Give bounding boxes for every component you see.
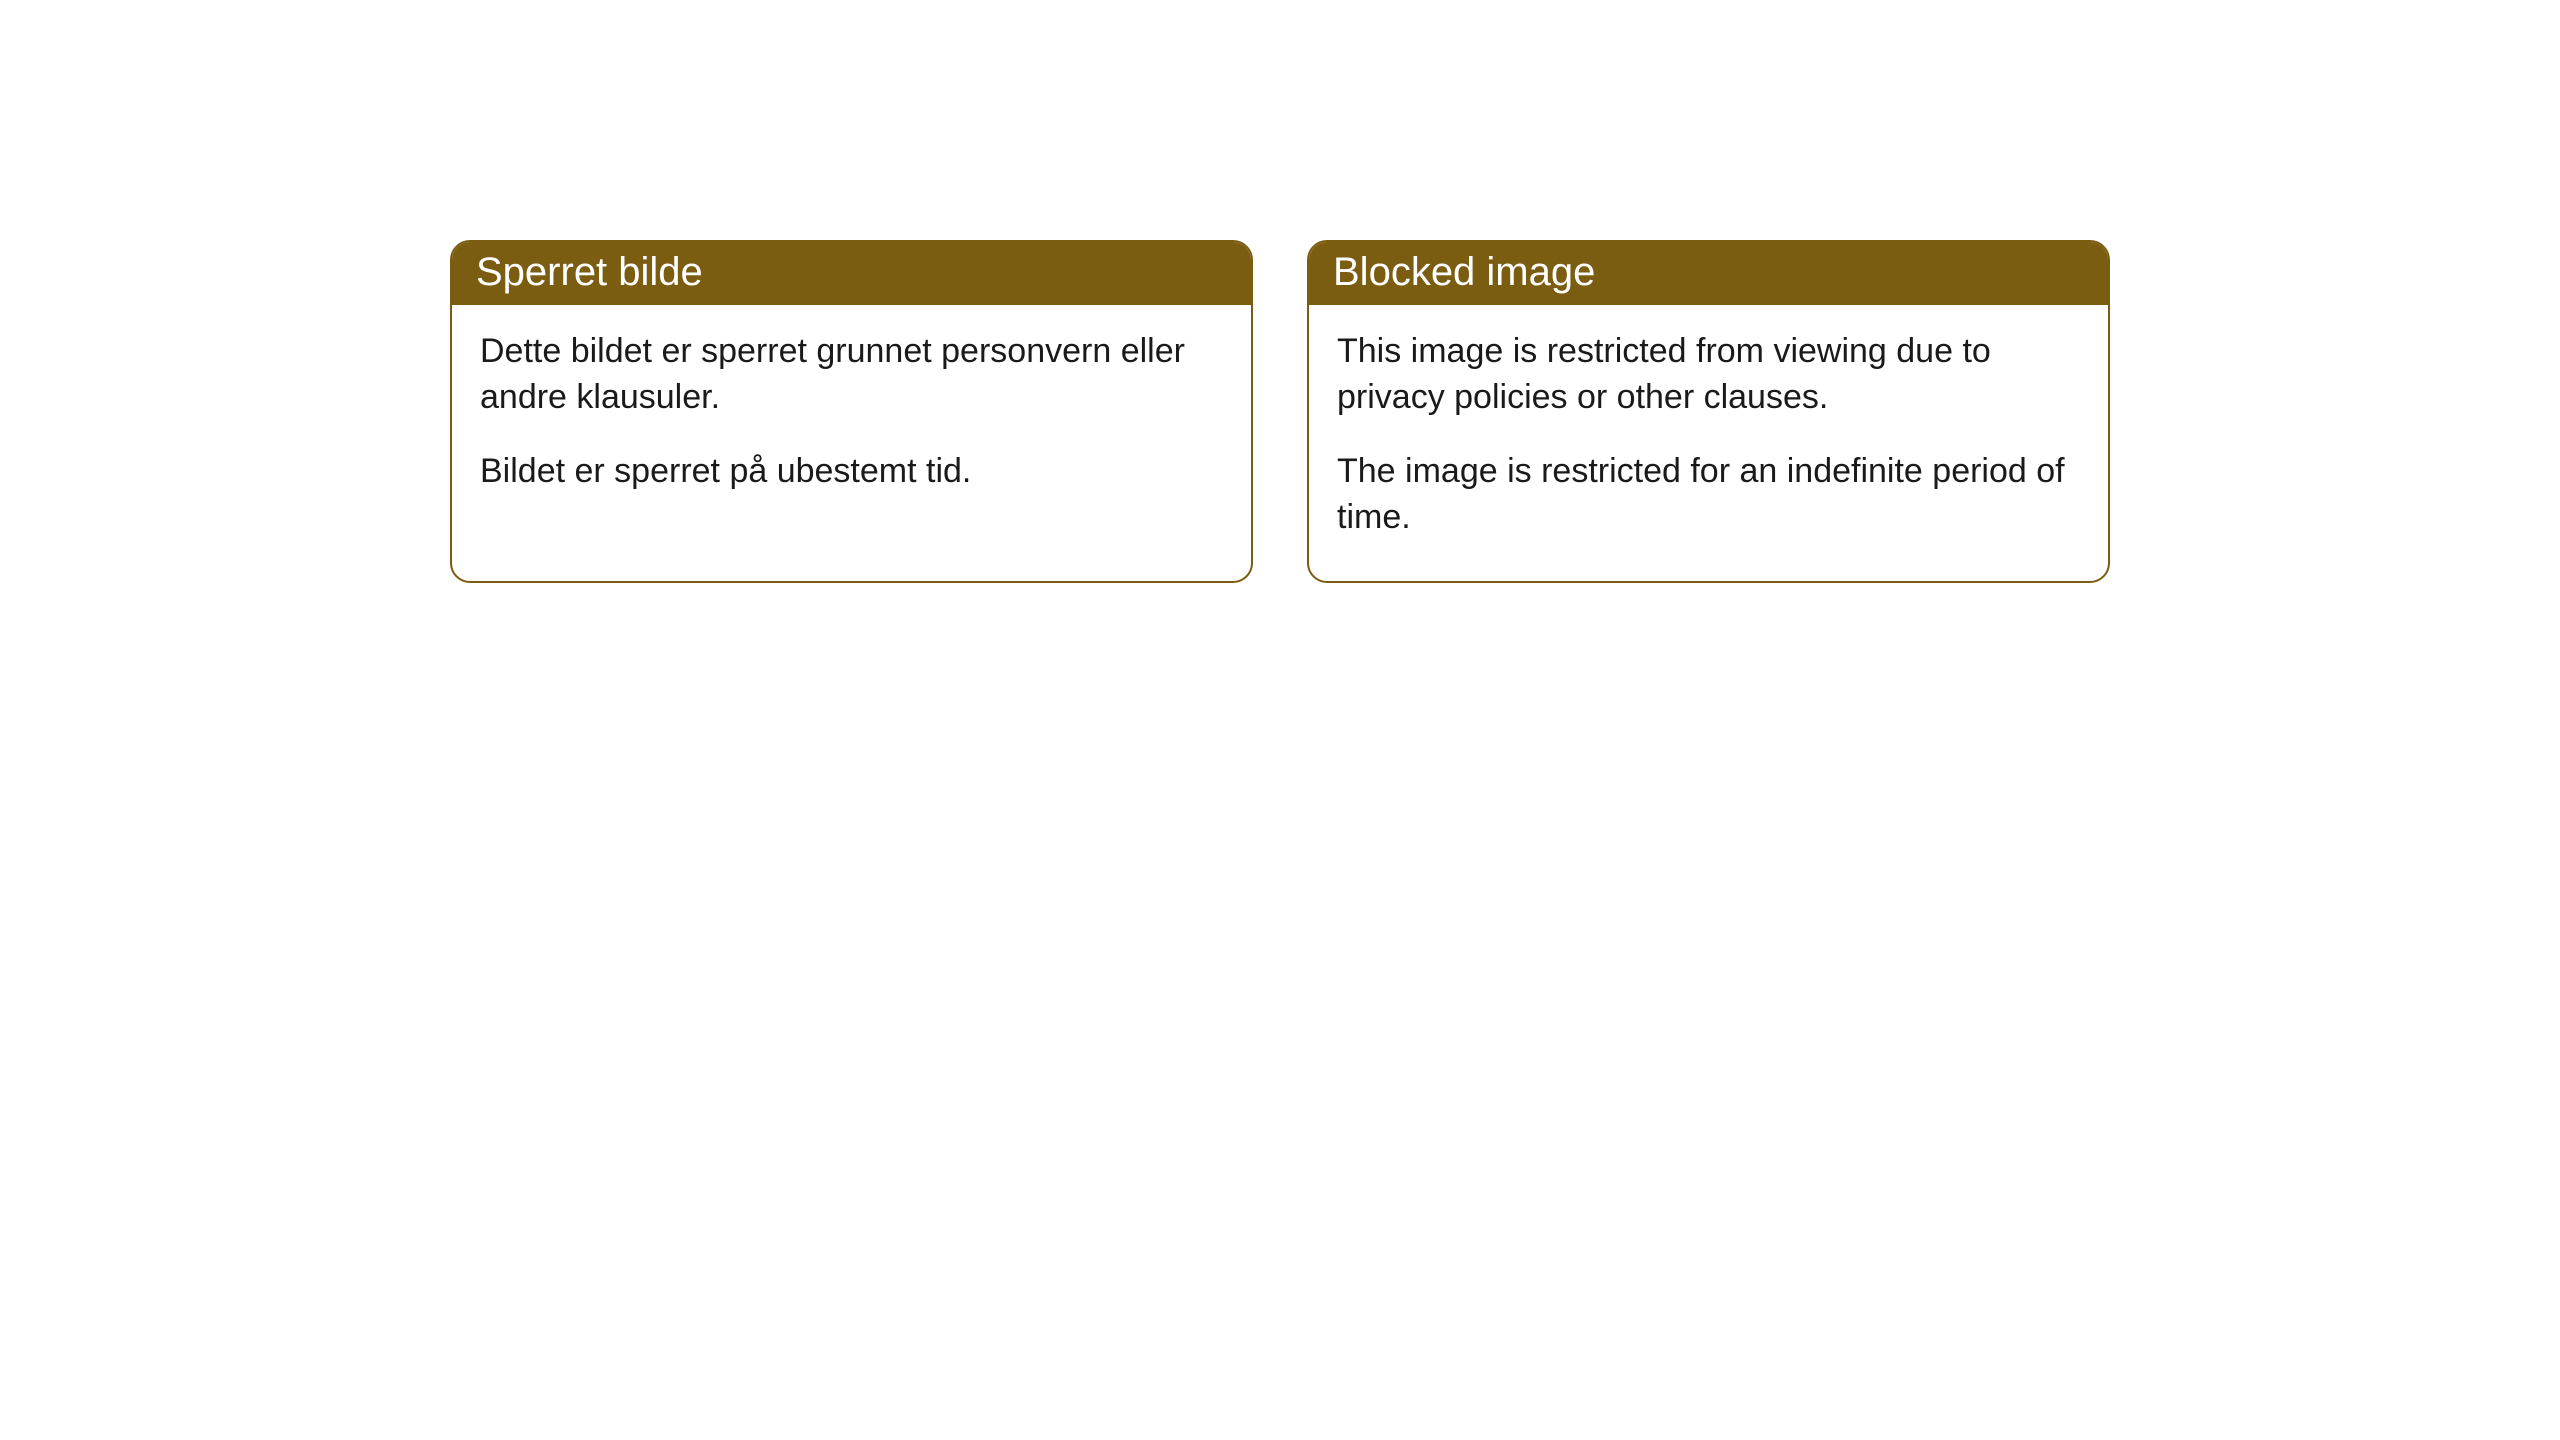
card-body-norwegian: Dette bildet er sperret grunnet personve… — [452, 305, 1251, 535]
cards-container: Sperret bilde Dette bildet er sperret gr… — [450, 240, 2110, 583]
card-paragraph: The image is restricted for an indefinit… — [1337, 449, 2080, 541]
card-paragraph: This image is restricted from viewing du… — [1337, 329, 2080, 421]
card-paragraph: Bildet er sperret på ubestemt tid. — [480, 449, 1223, 495]
card-body-english: This image is restricted from viewing du… — [1309, 305, 2108, 581]
card-paragraph: Dette bildet er sperret grunnet personve… — [480, 329, 1223, 421]
card-norwegian: Sperret bilde Dette bildet er sperret gr… — [450, 240, 1253, 583]
card-english: Blocked image This image is restricted f… — [1307, 240, 2110, 583]
card-header-norwegian: Sperret bilde — [452, 242, 1251, 305]
card-header-english: Blocked image — [1309, 242, 2108, 305]
